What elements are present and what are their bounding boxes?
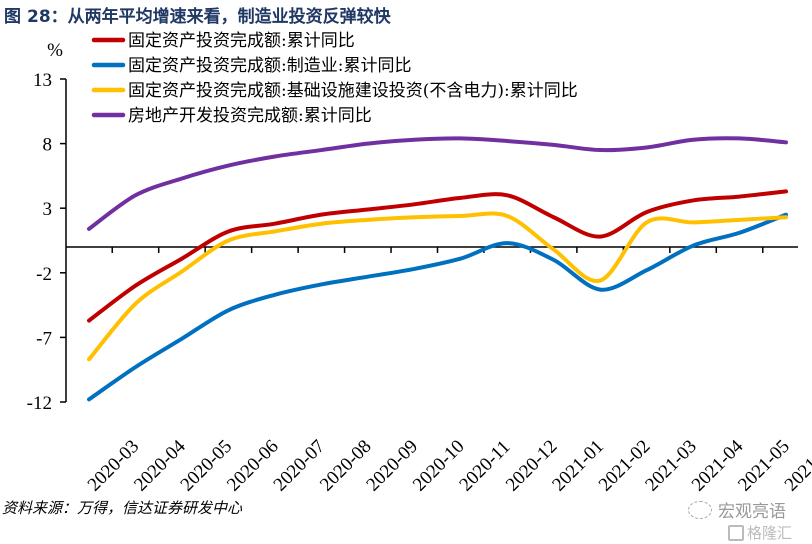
y-tick-label: 3	[43, 199, 53, 220]
y-tick-label: -2	[36, 264, 52, 285]
series-line-fai-manufacturing	[87, 212, 788, 402]
x-tick-label: 2020-03	[84, 436, 144, 496]
chart-title: 图 28：从两年平均增速来看，制造业投资反弹较快	[4, 2, 391, 27]
x-tick-label: 2020-08	[316, 436, 376, 496]
legend-item: 固定资产投资完成额:基础设施建设投资(不含电力):累计同比	[91, 81, 578, 101]
series-line-fai-total	[87, 189, 788, 323]
source-note: 资料来源：万得，信达证券研发中心	[2, 499, 243, 517]
x-tick-label: 2021-02	[595, 436, 655, 496]
watermark-brand-text: 宏观亮语	[717, 502, 786, 522]
y-tick-label: -7	[36, 328, 52, 349]
watermark: 宏观亮语 格隆汇	[687, 497, 792, 543]
x-tick-label: 2020-10	[409, 436, 469, 496]
legend-item: 固定资产投资完成额:制造业:累计同比	[91, 56, 411, 76]
legend-label: 房地产开发投资完成额:累计同比	[128, 106, 372, 126]
watermark-brand: 宏观亮语	[687, 497, 792, 522]
x-tick-label: 2020-07	[270, 436, 330, 496]
x-tick-label: 2020-11	[455, 436, 514, 495]
y-tick-label: 8	[43, 135, 53, 156]
x-tick-label: 2021-01	[548, 436, 608, 496]
y-tick-label: -12	[27, 393, 52, 414]
series-line-fai-infrastructure	[87, 211, 788, 362]
title-text: 从两年平均增速来看，制造业投资反弹较快	[67, 7, 391, 27]
watermark-site-text: 格隆汇	[746, 524, 792, 542]
x-tick-label: 2020-06	[223, 436, 283, 496]
legend-label: 固定资产投资完成额:累计同比	[128, 31, 355, 51]
legend-label: 固定资产投资完成额:基础设施建设投资(不含电力):累计同比	[128, 81, 578, 101]
legend: 固定资产投资完成额:累计同比固定资产投资完成额:制造业:累计同比固定资产投资完成…	[91, 31, 578, 126]
series-line-real-estate	[87, 136, 788, 231]
x-tick-label: 2021-03	[641, 436, 701, 496]
gelonghui-logo-icon	[727, 524, 744, 541]
y-tick-label: 13	[33, 70, 52, 91]
legend-item: 房地产开发投资完成额:累计同比	[91, 106, 372, 126]
wechat-icon	[687, 500, 712, 519]
legend-label: 固定资产投资完成额:制造业:累计同比	[128, 56, 411, 76]
series-lines	[87, 136, 788, 402]
x-tick-label: 2020-12	[502, 436, 562, 496]
y-axis-label: %	[47, 40, 63, 61]
legend-item: 固定资产投资完成额:累计同比	[91, 31, 355, 51]
figure-label: 图	[4, 7, 21, 27]
y-tick-labels: 13 8 3 -2 -7 -12%	[27, 40, 64, 414]
axes	[60, 78, 798, 403]
figure-number: 28：	[27, 7, 68, 27]
x-tick-label: 2020-09	[362, 436, 422, 496]
x-tick-label: 2020-05	[177, 436, 237, 496]
x-tick-label: 2021-05	[734, 436, 794, 496]
x-tick-labels: 2020-032020-042020-052020-062020-072020-…	[84, 436, 812, 496]
watermark-site: 格隆汇	[727, 522, 792, 543]
